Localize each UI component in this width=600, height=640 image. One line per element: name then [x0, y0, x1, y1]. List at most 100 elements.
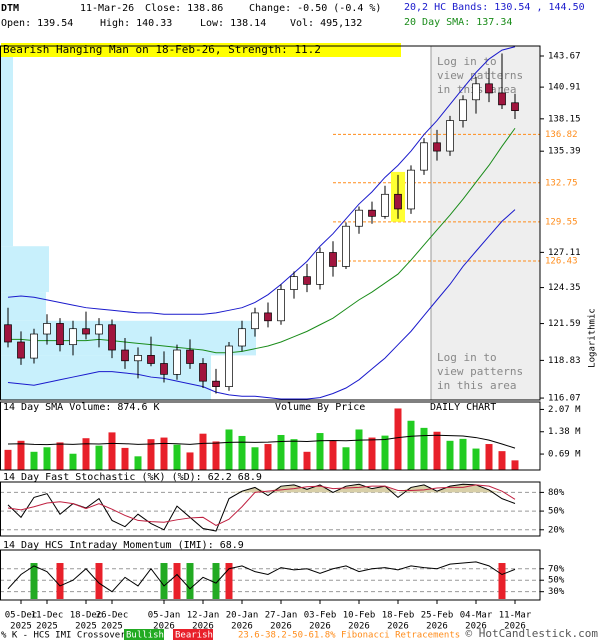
volume-bar [173, 444, 181, 470]
candle-body [459, 99, 467, 121]
y-tick-label: 140.91 [548, 83, 581, 93]
candle-body [355, 209, 363, 227]
crossover-marker [498, 563, 506, 599]
bullish-box [124, 629, 164, 640]
x-tick-label: 05-Dec [5, 611, 38, 621]
candle-body [134, 355, 142, 362]
crossover-marker [225, 563, 233, 599]
volume-bar [147, 439, 155, 470]
volume-bar [407, 420, 415, 470]
panel-title: 14 Day SMA Volume: 874.6 K [3, 402, 160, 413]
candle-body [238, 328, 246, 347]
x-tick-label: 04-Mar [460, 611, 493, 621]
volume-bar [446, 440, 454, 470]
volume-bar [160, 437, 168, 470]
y-tick-label: 124.35 [548, 283, 581, 293]
crossover-marker [30, 563, 38, 599]
footer-bullish: Bullish [126, 631, 164, 640]
x-tick-label: 11-Mar [499, 611, 532, 621]
volume-bar [238, 435, 246, 470]
candle-body [329, 252, 337, 267]
candle-body [82, 328, 90, 335]
x-tick-label: 18-Feb [382, 611, 415, 621]
open: Open: 139.54 [1, 18, 73, 29]
panel-frame [0, 481, 541, 537]
x-tick-sublabel: 2025 [75, 622, 97, 632]
candle-body [446, 120, 454, 152]
volume-bar [95, 445, 103, 470]
x-tick-label: 12-Jan [187, 611, 220, 621]
footer-credit: © HotCandlestick.com [466, 627, 599, 640]
change: Change: -0.50 (-0.4 %) [249, 3, 381, 14]
volume-bar [82, 438, 90, 470]
volume-bar [212, 441, 220, 470]
overbought-shade [8, 484, 515, 493]
volume-by-price-bar [1, 246, 49, 293]
volume-bar [43, 447, 51, 470]
x-tick-label: 26-Dec [96, 611, 129, 621]
x-tick-sublabel: 2026 [465, 622, 487, 632]
x-tick-sublabel: 2025 [10, 622, 32, 632]
footer-fib: 23.6-38.2-50-61.8% Fibonacci Retracement… [238, 631, 460, 640]
volume-bar [17, 440, 25, 470]
volume-bar [134, 456, 142, 470]
login-notice: view patterns [437, 365, 523, 378]
volume-bar [225, 429, 233, 470]
login-notice: view patterns [437, 69, 523, 82]
y-tick-label: 0.69 M [548, 450, 581, 460]
y-tick-label: 143.67 [548, 52, 581, 62]
candle-body [212, 380, 220, 387]
band-upper [7, 46, 516, 315]
fib-label: 132.75 [545, 178, 578, 188]
panel-frame [0, 45, 541, 401]
footer-text: % K - HCS IMI Crossover, [1, 631, 131, 640]
panel-note: DAILY CHART [430, 402, 496, 413]
x-tick-sublabel: 2026 [309, 622, 331, 632]
y-tick-label: 50% [548, 576, 565, 586]
volume-bar [342, 447, 350, 470]
login-notice: in this area [437, 379, 516, 392]
volume-bar [368, 437, 376, 470]
x-tick-label: 11-Dec [31, 611, 64, 621]
candle-body [225, 345, 233, 387]
vol: Vol: 495,132 [290, 18, 362, 29]
x-tick-label: 18-Dec [70, 611, 103, 621]
candle-body [511, 102, 519, 111]
volume-bar [186, 452, 194, 470]
volume-bar [56, 442, 64, 470]
candle-body [433, 142, 441, 152]
volume-bar [108, 432, 116, 470]
candle-body [108, 324, 116, 351]
x-tick-label: 10-Feb [343, 611, 376, 621]
volume-bar [199, 433, 207, 470]
volume-bar [264, 444, 272, 470]
band-sma [8, 127, 516, 354]
y-tick-label: 20% [548, 525, 565, 535]
candle-body [186, 349, 194, 364]
y-tick-label: 1.38 M [548, 427, 581, 437]
panel-frame [0, 549, 541, 601]
candle-body [264, 312, 272, 322]
candle-body [277, 289, 285, 322]
low: Low: 138.14 [200, 18, 266, 29]
x-tick-sublabel: 2026 [504, 622, 526, 632]
volume-bar [290, 439, 298, 470]
y-tick-label: 127.11 [548, 248, 581, 258]
volume-bar [316, 433, 324, 470]
candle-body [394, 193, 402, 210]
band-lower [7, 209, 516, 400]
y-tick-label: 2.07 M [548, 405, 581, 415]
panel-title: Volume By Price [275, 402, 365, 413]
volume-bar [329, 440, 337, 470]
x-tick-sublabel: 2026 [192, 622, 214, 632]
y-tick-label: 70% [548, 564, 565, 574]
crossover-marker [160, 563, 168, 599]
series-line [7, 484, 516, 526]
login-shade [431, 46, 540, 400]
volume-sma [7, 434, 516, 449]
candle-body [498, 92, 506, 106]
volume-bar [433, 431, 441, 470]
x-tick-sublabel: 2026 [348, 622, 370, 632]
crossover-marker [56, 563, 64, 599]
candle-body [160, 363, 168, 375]
